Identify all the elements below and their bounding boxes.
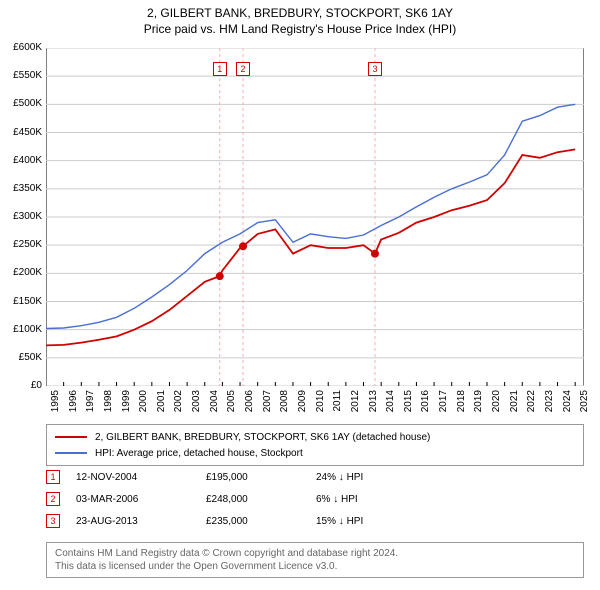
x-tick-label: 2000 [138,390,149,412]
chart-title-sub: Price paid vs. HM Land Registry's House … [0,22,600,36]
y-tick-label: £200K [0,267,42,278]
y-tick-label: £300K [0,211,42,222]
legend-label-property: 2, GILBERT BANK, BREDBURY, STOCKPORT, SK… [95,432,430,443]
y-tick-label: £0 [0,380,42,391]
x-tick-label: 1995 [50,390,61,412]
sale-price: £195,000 [206,472,316,483]
x-tick-label: 2011 [332,390,343,412]
chart-title-address: 2, GILBERT BANK, BREDBURY, STOCKPORT, SK… [0,6,600,20]
sale-marker-3: 3 [46,514,60,528]
y-tick-label: £600K [0,42,42,53]
sale-price: £248,000 [206,494,316,505]
y-tick-label: £350K [0,183,42,194]
x-tick-label: 1996 [68,390,79,412]
y-tick-label: £450K [0,127,42,138]
y-tick-label: £550K [0,70,42,81]
chart-container: 2, GILBERT BANK, BREDBURY, STOCKPORT, SK… [0,0,600,590]
x-tick-label: 2003 [191,390,202,412]
sale-price: £235,000 [206,516,316,527]
x-tick-label: 2014 [385,390,396,412]
x-tick-label: 2001 [156,390,167,412]
attribution-line2: This data is licensed under the Open Gov… [55,560,575,573]
x-tick-label: 2019 [473,390,484,412]
x-tick-label: 2010 [315,390,326,412]
x-tick-label: 2017 [438,390,449,412]
legend-swatch-hpi [55,452,87,454]
sales-row: 2 03-MAR-2006 £248,000 6% ↓ HPI [46,488,584,510]
x-tick-label: 1997 [85,390,96,412]
plot-svg [46,48,584,386]
sale-delta: 6% ↓ HPI [316,494,436,505]
chart-titles: 2, GILBERT BANK, BREDBURY, STOCKPORT, SK… [0,0,600,36]
sale-date: 12-NOV-2004 [76,472,206,483]
sale-delta: 15% ↓ HPI [316,516,436,527]
y-tick-label: £400K [0,155,42,166]
y-tick-label: £50K [0,352,42,363]
sale-date: 23-AUG-2013 [76,516,206,527]
sale-delta: 24% ↓ HPI [316,472,436,483]
legend-label-hpi: HPI: Average price, detached house, Stoc… [95,448,303,459]
x-tick-label: 2015 [403,390,414,412]
sales-table: 1 12-NOV-2004 £195,000 24% ↓ HPI 2 03-MA… [46,466,584,532]
plot-area [46,48,584,386]
chart-sale-marker: 2 [236,62,250,76]
y-tick-label: £250K [0,239,42,250]
sales-row: 1 12-NOV-2004 £195,000 24% ↓ HPI [46,466,584,488]
x-tick-label: 1998 [103,390,114,412]
x-tick-label: 2024 [562,390,573,412]
x-tick-label: 2012 [350,390,361,412]
x-tick-label: 2013 [368,390,379,412]
chart-sale-marker: 1 [213,62,227,76]
x-tick-label: 2005 [226,390,237,412]
x-tick-label: 2018 [456,390,467,412]
x-tick-label: 2020 [491,390,502,412]
y-tick-label: £150K [0,296,42,307]
chart-sale-marker: 3 [368,62,382,76]
x-tick-label: 2008 [279,390,290,412]
x-tick-label: 2021 [509,390,520,412]
legend: 2, GILBERT BANK, BREDBURY, STOCKPORT, SK… [46,424,584,466]
x-tick-label: 2009 [297,390,308,412]
sale-date: 03-MAR-2006 [76,494,206,505]
legend-item-hpi: HPI: Average price, detached house, Stoc… [55,445,575,461]
legend-swatch-property [55,436,87,438]
attribution-line1: Contains HM Land Registry data © Crown c… [55,547,575,560]
x-tick-label: 2007 [262,390,273,412]
attribution: Contains HM Land Registry data © Crown c… [46,542,584,578]
sale-marker-2: 2 [46,492,60,506]
x-tick-label: 2022 [526,390,537,412]
x-tick-label: 2025 [579,390,590,412]
sale-marker-1: 1 [46,470,60,484]
x-tick-label: 2002 [173,390,184,412]
y-tick-label: £100K [0,324,42,335]
x-tick-label: 2004 [209,390,220,412]
legend-item-property: 2, GILBERT BANK, BREDBURY, STOCKPORT, SK… [55,429,575,445]
x-tick-label: 2016 [420,390,431,412]
x-tick-label: 2006 [244,390,255,412]
y-tick-label: £500K [0,98,42,109]
x-tick-label: 1999 [121,390,132,412]
x-tick-label: 2023 [544,390,555,412]
sales-row: 3 23-AUG-2013 £235,000 15% ↓ HPI [46,510,584,532]
